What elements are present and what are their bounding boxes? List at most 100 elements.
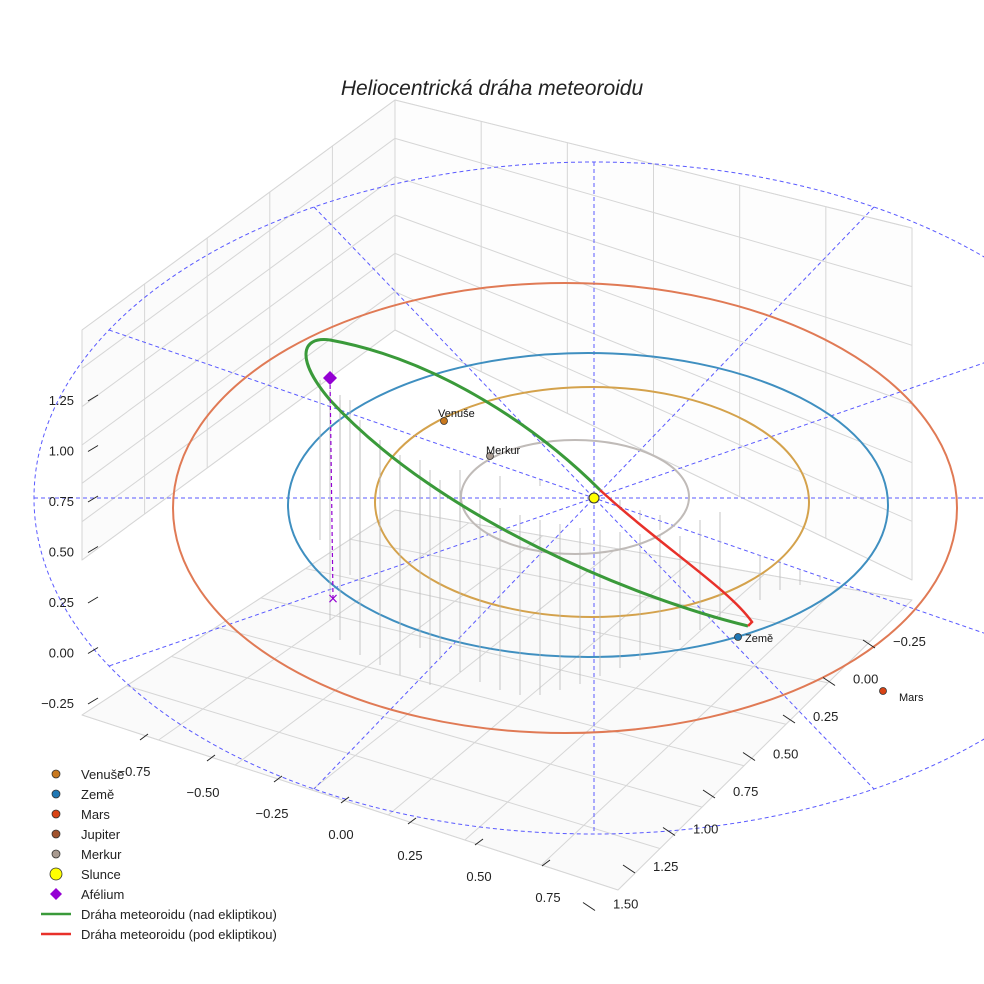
y-tick-label: 0.00 <box>853 672 878 687</box>
x-tick-label: −0.50 <box>187 785 220 800</box>
grid-line <box>311 548 617 791</box>
x-tick <box>139 733 149 741</box>
ecliptic-spoke <box>313 206 875 790</box>
grid-line <box>81 99 396 331</box>
grid-line <box>81 176 396 408</box>
grid-line <box>541 586 839 866</box>
legend-label: Jupiter <box>81 827 121 842</box>
legend: Venuše Země Mars Jupiter Merkur Slunce Afélium… <box>41 767 277 942</box>
legend-swatch-diamond <box>50 888 62 900</box>
legend-label: Mars <box>81 807 110 822</box>
mars-label: Mars <box>899 692 924 704</box>
chart-title: Heliocentrická dráha meteoroidu <box>341 77 644 100</box>
x-tick <box>273 775 283 783</box>
drop-lines <box>319 380 821 695</box>
y-tick <box>702 789 716 799</box>
legend-label: Merkur <box>81 847 122 862</box>
grid-line <box>350 538 871 642</box>
grid-line <box>81 714 619 891</box>
legend-swatch-dot <box>51 769 61 779</box>
orbit-venus <box>374 386 810 618</box>
grid-line <box>81 252 396 484</box>
y-axis-ticks: −0.25 0.00 0.25 0.50 0.75 1.00 1.25 1.50 <box>582 634 926 912</box>
x-tick-label: −0.75 <box>118 764 151 779</box>
z-tick-label: 1.25 <box>49 393 74 408</box>
earth-marker <box>734 633 742 641</box>
sun-marker <box>588 492 600 504</box>
mercury-label: Merkur <box>486 445 521 457</box>
y-tick <box>782 714 796 724</box>
ecliptic-spoke <box>313 206 875 790</box>
legend-swatch-sun <box>49 867 63 881</box>
x-tick-label: 0.00 <box>328 827 353 842</box>
mercury-marker <box>486 452 494 460</box>
venus-label: Venuše <box>438 408 475 420</box>
z-tick <box>87 596 99 604</box>
orbit-mars <box>172 282 958 734</box>
x-tick <box>541 859 551 867</box>
meteoroid-orbit-above <box>304 338 749 628</box>
x-tick <box>206 754 216 762</box>
grid-line <box>126 685 661 850</box>
y-tick <box>622 864 636 874</box>
grid-line <box>81 214 396 446</box>
aphelion-drop-line <box>329 377 334 599</box>
z-tick <box>87 495 99 503</box>
floor-pane <box>80 509 914 891</box>
y-tick-label: −0.25 <box>893 634 926 649</box>
grid-line <box>216 626 745 767</box>
legend-label: Slunce <box>81 867 121 882</box>
y-tick-label: 1.50 <box>613 897 638 912</box>
venus-marker <box>440 417 448 425</box>
mars-marker <box>879 687 887 695</box>
x-tick-label: 0.25 <box>397 848 422 863</box>
grid-line <box>81 137 396 369</box>
z-tick <box>87 394 99 402</box>
z-tick-label: 0.25 <box>49 595 74 610</box>
grid-line <box>394 509 913 601</box>
y-tick-label: 0.25 <box>813 709 838 724</box>
x-tick <box>474 838 484 846</box>
orbit-earth <box>287 352 889 658</box>
orbit-mercury <box>460 439 690 555</box>
legend-swatch-dot <box>51 829 61 839</box>
aphelion-marker <box>323 371 337 385</box>
z-tick <box>87 697 99 705</box>
y-tick-label: 0.50 <box>773 747 798 762</box>
y-tick <box>822 677 836 686</box>
earth-label: Země <box>745 633 773 645</box>
z-tick <box>87 445 99 452</box>
y-tick <box>862 639 876 649</box>
aphelion-projection-marker: × <box>327 591 339 607</box>
z-tick <box>87 647 99 654</box>
legend-swatch-dot <box>51 789 61 799</box>
legend-label: Dráha meteoroidu (pod ekliptikou) <box>81 927 277 942</box>
x-axis-ticks: −0.75 −0.50 −0.25 0.00 0.25 0.50 0.75 <box>118 733 561 905</box>
z-axis-ticks: −0.25 0.00 0.25 0.50 0.75 1.00 1.25 <box>41 393 99 711</box>
grid-line <box>81 509 396 716</box>
x-tick-label: 0.75 <box>535 890 560 905</box>
planet-orbits <box>172 282 958 734</box>
gridlines <box>81 99 913 891</box>
x-tick-label: −0.25 <box>256 806 289 821</box>
y-tick <box>662 827 676 836</box>
grid-line <box>305 568 829 684</box>
z-tick <box>87 546 99 553</box>
legend-label: Země <box>81 787 114 802</box>
legend-label: Afélium <box>81 887 124 902</box>
y-tick-label: 1.00 <box>693 822 718 837</box>
x-tick-label: 0.50 <box>466 869 491 884</box>
z-tick-label: −0.25 <box>41 696 74 711</box>
axis-panes <box>80 99 914 891</box>
z-tick-label: 0.75 <box>49 494 74 509</box>
z-tick-label: 0.00 <box>49 646 74 661</box>
legend-label: Venuše <box>81 767 124 782</box>
meteoroid-orbit-below <box>599 489 754 627</box>
grid-line <box>81 329 396 561</box>
grid-line <box>81 291 396 523</box>
grid-line <box>234 535 544 766</box>
z-tick-label: 1.00 <box>49 444 74 459</box>
grid-line <box>260 597 787 725</box>
y-tick-label: 0.75 <box>733 784 758 799</box>
